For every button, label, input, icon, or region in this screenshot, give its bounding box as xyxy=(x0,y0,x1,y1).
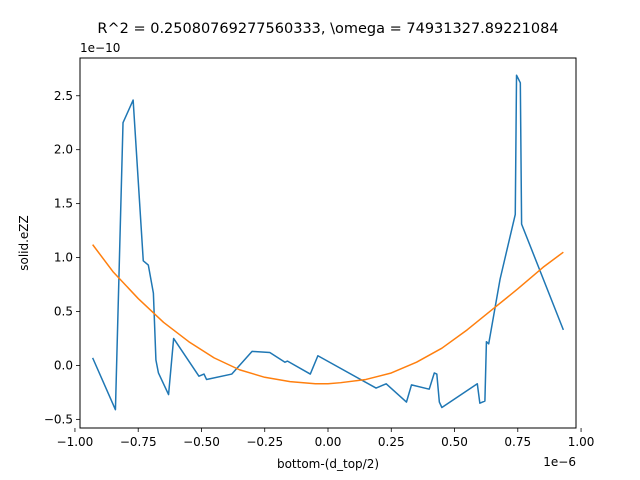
y-tick-label: 1.0 xyxy=(54,251,73,265)
x-tick-label: −0.25 xyxy=(246,435,283,449)
x-tick-label: 0.25 xyxy=(378,435,405,449)
x-axis-ticks: −1.00 −0.75 −0.50 −0.25 0.00 0.25 0.50 0.75 1.00 xyxy=(57,428,595,449)
x-tick-label: 0.50 xyxy=(441,435,468,449)
x-tick-label: 1.00 xyxy=(568,435,595,449)
series-layer xyxy=(91,74,565,411)
x-tick-label: −1.00 xyxy=(57,435,94,449)
y-axis-offset-label: 1e−10 xyxy=(80,41,120,55)
x-axis-offset-label: 1e−6 xyxy=(543,455,576,469)
x-axis-label: bottom-(d_top/2) xyxy=(277,457,379,471)
x-tick-label: −0.50 xyxy=(183,435,220,449)
x-tick-label: 0.00 xyxy=(315,435,342,449)
y-tick-label: −0.5 xyxy=(44,412,73,426)
series-line-fit xyxy=(92,244,564,385)
y-tick-label: 0.5 xyxy=(54,304,73,318)
x-tick-label: 0.75 xyxy=(504,435,531,449)
series-line-measured xyxy=(91,74,565,411)
y-tick-label: 2.0 xyxy=(54,143,73,157)
y-tick-label: 1.5 xyxy=(54,197,73,211)
x-tick-label: −0.75 xyxy=(120,435,157,449)
y-axis-ticks: −0.5 0.0 0.5 1.0 1.5 2.0 2.5 xyxy=(44,89,80,426)
chart-title: R^2 = 0.25080769277560333, \omega = 7493… xyxy=(97,21,558,37)
y-tick-label: 2.5 xyxy=(54,89,73,103)
plot-frame xyxy=(79,57,577,429)
y-tick-label: 0.0 xyxy=(54,358,73,372)
y-axis-label: solid.eZZ xyxy=(17,215,31,271)
